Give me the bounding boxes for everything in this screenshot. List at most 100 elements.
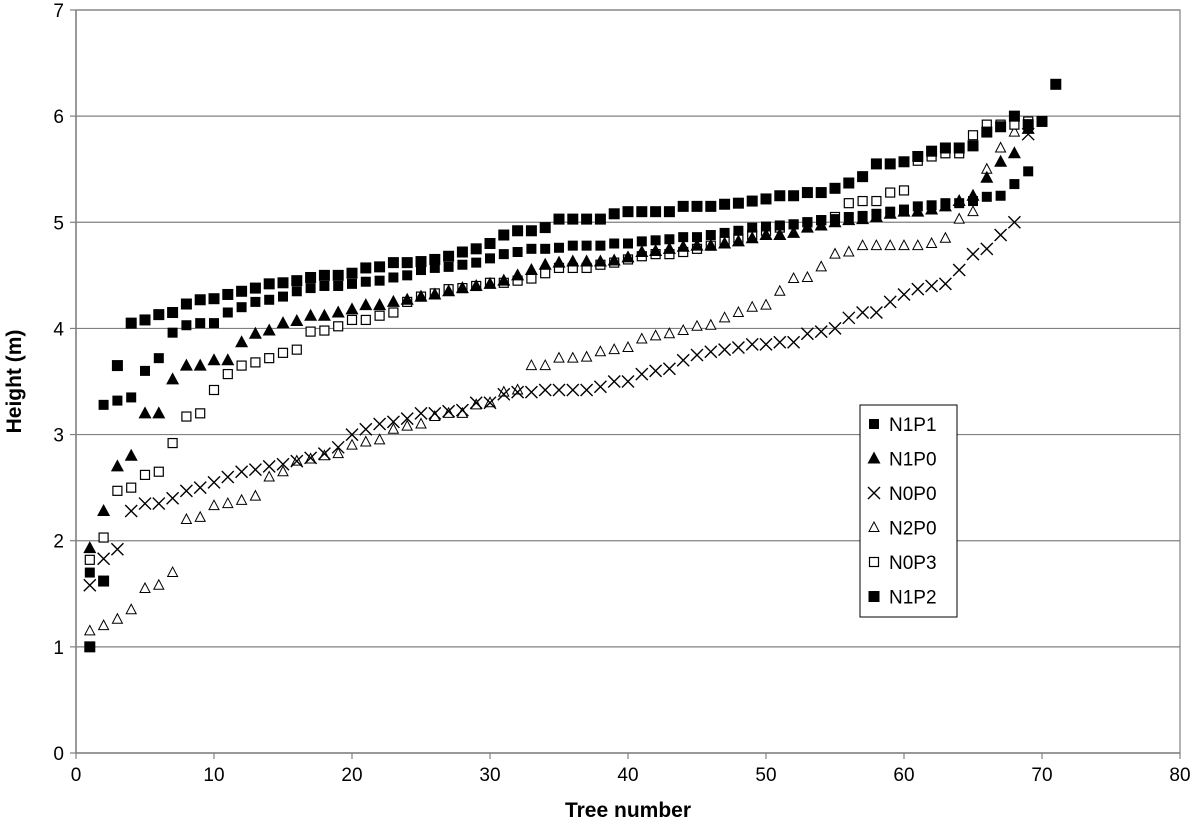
point-n0p3 [112,485,123,496]
point-n0p3 [98,532,109,543]
point-n1p0 [483,276,497,289]
point-n2p0 [263,470,276,482]
point-n1p1 [581,240,592,251]
point-n0p0 [207,475,221,489]
point-n0p0 [124,504,138,518]
point-n1p2 [1008,110,1020,122]
point-n2p0 [318,449,331,461]
point-n1p1 [374,275,385,286]
point-n2p0 [373,433,386,445]
point-n2p0 [111,612,124,624]
point-n1p1 [609,238,620,249]
point-n1p2 [746,195,758,207]
point-n2p0 [635,332,648,344]
point-n1p0 [166,372,180,385]
y-axis-title: Height (m) [3,330,26,434]
point-n1p2 [456,246,468,258]
legend-label-n1p1: N1P1 [889,415,937,436]
point-n1p0 [635,245,649,258]
point-n1p2 [484,238,496,250]
point-n0p3 [236,360,247,371]
point-n1p0 [704,238,718,251]
point-n1p1 [457,259,468,270]
point-n1p2 [636,206,648,218]
point-n0p3 [857,195,868,207]
point-n1p0 [428,287,442,300]
point-n1p2 [953,142,965,154]
point-n0p3 [84,554,95,565]
series-n1p1 [84,166,1034,578]
point-n0p0 [621,375,635,388]
point-n2p0 [773,284,786,296]
point-n0p0 [359,422,373,436]
legend-marker-n2p0 [868,520,880,532]
point-n0p0 [994,228,1008,242]
series-n0p0 [83,127,1035,592]
point-n0p0 [980,242,994,256]
point-n1p1 [278,291,288,302]
point-n1p1 [112,395,123,406]
point-n0p0 [248,463,262,477]
point-n0p3 [346,314,358,326]
point-n0p0 [1007,215,1021,229]
point-n0p0 [718,343,732,357]
point-n1p2 [677,200,689,212]
point-n0p3 [333,321,344,332]
point-n2p0 [415,417,427,429]
point-n0p0 [966,247,980,261]
point-n1p1 [830,214,840,225]
point-n0p0 [676,353,690,367]
point-n2p0 [856,239,869,251]
point-n2p0 [718,311,731,323]
point-n1p0 [345,302,359,315]
point-n1p2 [884,158,896,170]
point-n0p0 [345,428,359,442]
legend-marker-n1p2 [868,591,880,602]
point-n1p1 [995,190,1006,201]
point-n1p2 [981,126,993,138]
point-n1p1 [347,278,357,289]
point-n2p0 [649,329,662,341]
point-n1p0 [138,406,152,419]
point-n0p0 [511,385,525,399]
point-n1p0 [386,294,400,307]
point-n1p0 [676,239,690,252]
point-n0p0 [952,263,966,277]
point-n0p0 [304,451,318,465]
series-n1p2 [84,78,1062,653]
point-n0p0 [856,306,870,320]
point-n0p0 [938,277,952,291]
point-n1p2 [98,575,110,587]
point-n0p3 [843,198,854,209]
point-n2p0 [939,231,952,243]
point-n0p3 [153,466,164,477]
point-n0p3 [195,408,206,419]
point-n0p3 [871,195,882,207]
point-n0p0 [110,542,124,556]
point-n0p0 [414,406,428,420]
point-n0p3 [208,384,220,396]
point-n1p0 [248,326,262,339]
point-n1p1 [788,219,799,230]
point-n1p1 [816,215,827,226]
point-n0p3 [360,314,371,326]
point-n1p1 [733,225,744,236]
point-n0p3 [139,469,151,481]
point-n1p0 [414,289,428,302]
point-n1p1 [388,272,399,283]
point-n0p3 [305,326,316,337]
point-n1p2 [305,271,317,283]
point-n1p0 [759,228,773,241]
point-n1p2 [1036,115,1048,127]
point-n1p2 [318,269,330,281]
point-n2p0 [221,496,234,509]
point-n1p2 [829,182,841,194]
point-n2p0 [387,422,400,434]
point-n0p0 [442,404,456,418]
point-n2p0 [125,603,138,615]
point-n1p2 [912,150,924,162]
legend-label-n2p0: N2P0 [889,519,937,540]
point-n1p0 [731,234,745,247]
point-n2p0 [166,565,179,578]
point-n1p2 [650,206,662,218]
